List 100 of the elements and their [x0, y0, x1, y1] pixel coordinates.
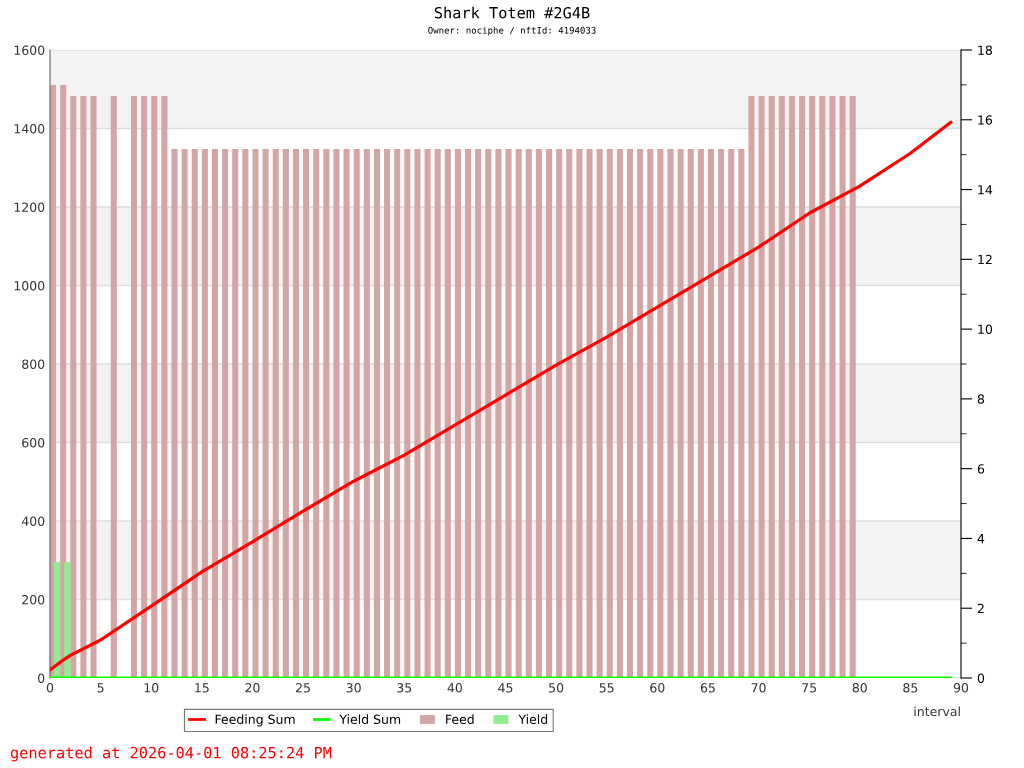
- bar: [596, 148, 603, 678]
- bar: [758, 95, 765, 678]
- y2-tick-label: 2: [977, 603, 984, 613]
- y-tick-label: 1000: [14, 280, 45, 291]
- bar: [191, 148, 198, 678]
- bar: [606, 148, 613, 678]
- x-tick-label: 45: [498, 683, 513, 693]
- bar: [80, 95, 87, 678]
- bar: [171, 148, 178, 678]
- bar: [141, 95, 148, 678]
- y2-tick-label: 16: [978, 115, 993, 125]
- legend-label: Yield: [518, 714, 548, 725]
- bar: [333, 148, 340, 678]
- y2-tick-label: 6: [977, 464, 985, 474]
- y-tick-label: 600: [22, 437, 45, 448]
- bar: [738, 148, 745, 678]
- bar: [404, 148, 411, 678]
- bar: [414, 148, 421, 678]
- bar: [54, 562, 61, 678]
- bar: [586, 148, 593, 678]
- bar: [505, 148, 512, 678]
- bar: [626, 148, 634, 678]
- x-tick-label: 50: [549, 683, 564, 693]
- bar: [697, 148, 704, 678]
- bar: [525, 148, 532, 678]
- bar: [849, 95, 856, 678]
- bar: [465, 148, 472, 678]
- x-tick-label: 75: [802, 683, 817, 693]
- bar: [252, 148, 259, 678]
- y-tick-label: 400: [21, 516, 45, 526]
- bar: [667, 148, 674, 678]
- chart-subtitle: Owner: nociphe / nftId: 4194033: [428, 26, 596, 36]
- bar: [161, 95, 168, 678]
- x-tick-label: 80: [852, 683, 867, 693]
- y-tick-label: 1400: [14, 123, 45, 134]
- bar: [707, 148, 715, 678]
- bar: [809, 95, 816, 678]
- bar: [545, 148, 553, 678]
- bar: [363, 148, 370, 678]
- bar: [222, 148, 229, 678]
- bar: [60, 84, 67, 678]
- text: generated at 2026-04-01 08:25:24 PM: [10, 746, 332, 762]
- bar: [799, 95, 806, 678]
- bar: [728, 148, 735, 678]
- bar: [556, 148, 563, 678]
- x-tick-label: 30: [346, 683, 361, 693]
- y-tick-label: 1600: [14, 45, 45, 55]
- bar: [181, 148, 188, 678]
- bar: [485, 148, 492, 678]
- bar: [515, 148, 522, 678]
- x-tick-label: 60: [650, 683, 665, 693]
- bar: [444, 148, 451, 678]
- x-tick-label: 55: [599, 683, 614, 693]
- chart-title: Shark Totem #2G4B: [434, 6, 590, 19]
- bar: [434, 148, 441, 678]
- bar: [576, 148, 583, 678]
- bar: [778, 95, 785, 678]
- bar: [303, 148, 310, 678]
- x-tick-label: 10: [144, 683, 159, 693]
- legend-label: Feed: [446, 714, 474, 725]
- x-tick-label: 65: [700, 683, 715, 693]
- bar: [748, 95, 755, 678]
- bar: [313, 148, 320, 678]
- y-tick-label: 0: [38, 673, 45, 683]
- legend-label: Feeding Sum: [215, 714, 295, 727]
- bar: [262, 148, 269, 678]
- bar: [394, 148, 401, 678]
- bar: [353, 148, 360, 678]
- bar: [242, 148, 249, 678]
- bar: [788, 95, 795, 678]
- x-tick-label: 35: [397, 683, 412, 693]
- bar: [90, 95, 97, 678]
- y2-tick-label: 14: [978, 185, 993, 195]
- bar: [151, 95, 158, 678]
- bar: [343, 148, 350, 678]
- bar: [130, 95, 138, 678]
- x-tick-label: 70: [751, 683, 766, 693]
- x-tick-label: 25: [296, 683, 310, 693]
- bar: [110, 95, 117, 678]
- bar: [495, 148, 502, 678]
- x-tick-label: 85: [903, 683, 918, 693]
- y2-tick-label: 4: [977, 534, 985, 544]
- bar: [657, 148, 664, 678]
- bar: [616, 148, 623, 678]
- bar: [475, 148, 482, 678]
- bar: [282, 148, 289, 678]
- x-tick-label: 40: [447, 683, 463, 693]
- y2-tick-label: 18: [978, 45, 993, 55]
- bar: [637, 148, 644, 678]
- y-tick-label: 200: [22, 594, 45, 605]
- y2-tick-label: 8: [977, 394, 985, 404]
- bar: [201, 148, 208, 678]
- x-tick-label: 15: [195, 683, 209, 693]
- bar: [292, 148, 300, 678]
- bar: [677, 148, 684, 678]
- x-tick-label: 90: [953, 683, 969, 693]
- bar: [272, 148, 279, 678]
- x-tick-label: 20: [245, 683, 260, 693]
- bar: [647, 148, 654, 678]
- y2-tick-label: 0: [977, 673, 985, 683]
